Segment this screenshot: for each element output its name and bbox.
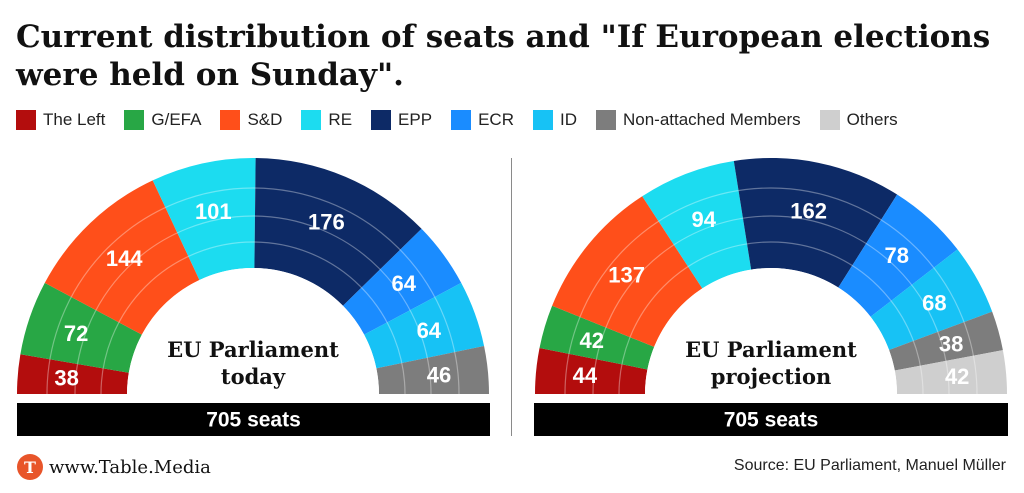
seat-segment <box>20 282 142 373</box>
seat-value-label: 68 <box>922 291 946 316</box>
chart-title: Current distribution of seats and "If Eu… <box>16 19 991 93</box>
legend-label: Non-attached Members <box>622 110 801 129</box>
table-media-logo[interactable]: T www.Table.Media <box>17 454 211 480</box>
chart-center-title: projection <box>711 364 831 389</box>
seat-value-label: 78 <box>885 243 909 268</box>
legend-label: Others <box>846 110 898 129</box>
seat-segment <box>254 158 422 306</box>
legend-label: EPP <box>398 110 433 129</box>
legend-item: ID <box>532 110 577 130</box>
chart-divider <box>511 158 512 436</box>
chart-center-title: EU Parliament <box>685 337 857 362</box>
total-seats-label: 705 seats <box>724 409 819 432</box>
seat-segment <box>376 345 489 394</box>
seat-row-line <box>100 241 406 395</box>
legend-item: Non-attached Members <box>595 110 801 130</box>
seat-value-label: 137 <box>608 263 645 288</box>
legend-label: ECR <box>478 110 514 129</box>
seat-segment <box>889 311 1003 371</box>
legend-swatch <box>301 110 322 130</box>
source-note: Source: EU Parliament, Manuel Müller <box>733 457 1006 474</box>
seat-segment <box>870 249 993 351</box>
legend-item: S&D <box>220 110 282 130</box>
legend-swatch <box>451 110 472 130</box>
seat-segment <box>342 228 462 335</box>
seat-segment <box>152 158 256 280</box>
seat-segment <box>733 158 898 288</box>
seat-value-label: 94 <box>692 207 717 232</box>
total-seats-label: 705 seats <box>206 409 301 432</box>
legend-label: G/EFA <box>151 110 202 129</box>
legend-item: G/EFA <box>124 110 201 130</box>
legend: The Left G/EFA S&D RE EPP ECR ID Non-attached M… <box>16 108 917 132</box>
chart-center-title: today <box>221 364 286 389</box>
chart-center <box>127 268 379 394</box>
total-seats-bar <box>17 403 490 436</box>
seat-segment <box>642 160 752 289</box>
chart-center <box>645 268 897 394</box>
seat-value-label: 64 <box>417 318 442 343</box>
legend-swatch <box>16 110 36 130</box>
seat-segment <box>44 180 200 335</box>
site-url: www.Table.Media <box>49 456 211 478</box>
seat-row-line <box>46 187 460 395</box>
legend-swatch <box>819 110 840 130</box>
logo-icon: T <box>17 454 43 480</box>
seat-value-label: 44 <box>573 363 598 388</box>
legend-item: EPP <box>371 110 432 130</box>
seat-value-label: 101 <box>195 199 232 224</box>
seat-row-line <box>564 187 978 395</box>
legend-item: Others <box>819 110 898 130</box>
seat-value-label: 42 <box>945 364 969 389</box>
seat-value-label: 42 <box>580 328 604 353</box>
seat-segment <box>539 305 655 370</box>
seat-value-label: 72 <box>64 321 88 346</box>
legend-swatch <box>124 110 145 130</box>
legend-item: RE <box>301 110 352 130</box>
seat-row-line <box>74 215 432 395</box>
legend-label: RE <box>328 110 353 129</box>
seat-segment <box>838 194 958 317</box>
seat-row-line <box>592 215 950 395</box>
legend-item: ECR <box>451 110 514 130</box>
legend-swatch <box>532 110 553 130</box>
legend-label: The Left <box>43 110 106 129</box>
seat-segment <box>535 348 648 394</box>
legend-label: S&D <box>247 110 283 129</box>
seat-value-label: 46 <box>427 362 451 387</box>
seat-segment <box>552 196 703 347</box>
legend-swatch <box>595 110 616 130</box>
legend-item: The Left <box>16 110 105 130</box>
seat-segment <box>17 354 129 394</box>
legend-swatch <box>220 110 241 130</box>
seat-value-label: 144 <box>106 246 143 271</box>
seat-segment <box>364 282 485 369</box>
legend-label: ID <box>559 110 577 129</box>
seat-value-label: 64 <box>392 271 417 296</box>
legend-swatch <box>371 110 392 130</box>
chart-center-title: EU Parliament <box>167 337 339 362</box>
total-seats-bar <box>534 403 1008 436</box>
seat-value-label: 38 <box>939 331 963 356</box>
seat-value-label: 38 <box>54 366 78 391</box>
seat-value-label: 162 <box>790 198 827 223</box>
seat-row-line <box>618 241 924 395</box>
seat-segment <box>894 350 1007 394</box>
seat-value-label: 176 <box>308 210 345 235</box>
